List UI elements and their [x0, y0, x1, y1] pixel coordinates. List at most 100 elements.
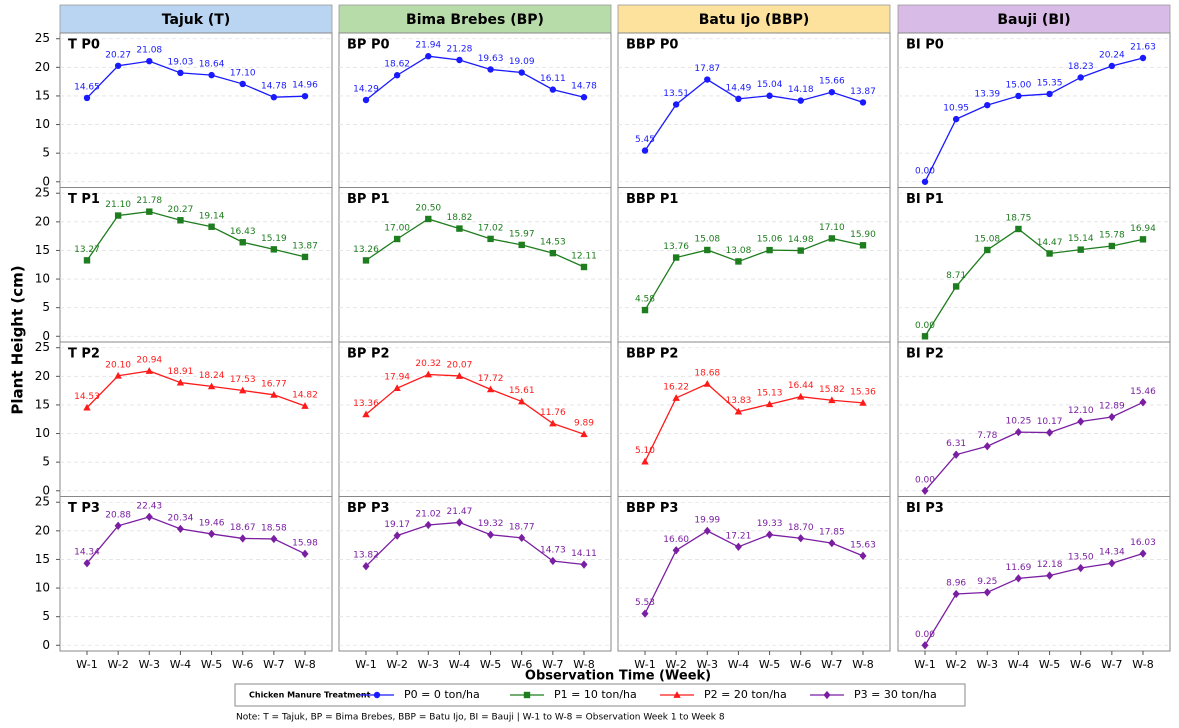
value-label: 19.32: [478, 519, 504, 529]
marker: [455, 372, 464, 379]
value-label: 19.14: [199, 211, 225, 221]
marker: [1015, 225, 1022, 233]
x-tick-label: W-8: [1132, 658, 1153, 671]
marker: [641, 609, 649, 618]
marker: [828, 538, 836, 548]
panel: [897, 32, 1171, 188]
y-tick-label: 0: [42, 174, 50, 188]
x-tick-label: W-7: [821, 658, 842, 671]
marker: [797, 97, 804, 104]
value-label: 15.08: [974, 234, 1000, 244]
value-label: 13.36: [353, 399, 379, 409]
marker: [145, 367, 153, 374]
panel-title: T P2: [68, 347, 100, 362]
value-label: 15.04: [757, 80, 783, 90]
marker: [1108, 62, 1116, 70]
value-label: 16.03: [1130, 538, 1156, 548]
marker: [1046, 250, 1053, 257]
series-line: [924, 401, 1144, 492]
y-tick-label: 0: [42, 483, 50, 497]
panel-title: BI P3: [906, 501, 944, 516]
marker: [580, 94, 588, 101]
value-label: 15.46: [1130, 387, 1156, 397]
panel-title: T P1: [68, 192, 100, 207]
x-tick-label: W-4: [170, 658, 191, 671]
marker: [859, 551, 867, 560]
marker: [393, 384, 401, 392]
marker: [984, 246, 991, 254]
marker: [549, 556, 557, 566]
marker: [735, 95, 742, 103]
marker: [1108, 242, 1116, 250]
value-label: 4.58: [635, 295, 655, 305]
value-label: 19.17: [384, 520, 410, 530]
x-tick-label: W-4: [728, 658, 749, 671]
column-header-label: Bauji (BI): [997, 12, 1070, 28]
panel: [338, 32, 612, 188]
y-tick-label: 20: [35, 523, 50, 537]
y-tick-label: 10: [35, 426, 50, 440]
panel: [59, 496, 333, 652]
panel-title: BI P1: [906, 192, 944, 207]
marker: [270, 390, 278, 398]
marker: [362, 410, 370, 418]
value-label: 13.87: [850, 87, 876, 97]
value-label: 8.71: [946, 271, 966, 281]
marker: [580, 560, 588, 569]
marker: [1015, 92, 1022, 100]
marker: [518, 241, 525, 249]
legend-label: P0 = 0 ton/ha: [404, 688, 480, 701]
marker: [518, 69, 525, 76]
x-tick-label: W-6: [790, 658, 811, 671]
column-header-label: Tajuk (T): [162, 12, 231, 28]
series-line: [86, 516, 306, 564]
marker: [425, 53, 432, 60]
value-label: 17.21: [726, 531, 752, 541]
value-label: 12.10: [1068, 406, 1094, 416]
value-label: 17.53: [230, 375, 256, 385]
value-label: 15.00: [1006, 80, 1032, 90]
value-label: 5.10: [635, 446, 655, 456]
value-label: 14.47: [1037, 238, 1063, 248]
x-tick-label: W-7: [263, 658, 284, 671]
value-label: 13.76: [663, 242, 689, 252]
value-label: 17.94: [384, 373, 410, 383]
x-tick-label: W-3: [697, 658, 718, 671]
marker: [362, 257, 370, 264]
value-label: 12.11: [571, 251, 597, 261]
column-header-label: Batu Ijo (BBP): [699, 12, 810, 28]
marker: [362, 562, 370, 571]
marker: [301, 253, 309, 261]
y-tick-label: 10: [35, 272, 50, 286]
marker: [270, 94, 278, 101]
value-label: 6.31: [946, 439, 966, 449]
y-tick-label: 25: [35, 186, 50, 200]
marker: [83, 94, 91, 102]
value-label: 18.75: [1006, 213, 1032, 223]
series-line: [644, 78, 864, 151]
marker: [1077, 246, 1084, 253]
value-label: 20.50: [415, 203, 441, 213]
value-label: 0.00: [915, 475, 935, 485]
marker: [114, 62, 122, 69]
marker: [703, 380, 711, 387]
value-label: 18.24: [199, 371, 225, 381]
x-tick-label: W-6: [1070, 658, 1091, 671]
panel: [338, 496, 612, 652]
note: Note: T = Tajuk, BP = Bima Brebes, BBP =…: [236, 713, 725, 723]
panel-title: BBP P1: [626, 192, 678, 207]
marker: [828, 88, 836, 96]
value-label: 14.29: [353, 85, 379, 95]
value-label: 19.03: [168, 57, 194, 67]
x-tick-label: W-8: [573, 658, 594, 671]
value-label: 14.98: [788, 235, 814, 245]
y-tick-label: 15: [35, 88, 50, 102]
panel: [897, 341, 1171, 497]
y-axis-label: Plant Height (cm): [9, 265, 27, 414]
value-label: 13.39: [974, 90, 1000, 100]
x-tick-label: W-8: [852, 658, 873, 671]
y-tick-label: 20: [35, 369, 50, 383]
value-label: 21.28: [447, 45, 473, 55]
value-label: 15.98: [292, 538, 318, 548]
